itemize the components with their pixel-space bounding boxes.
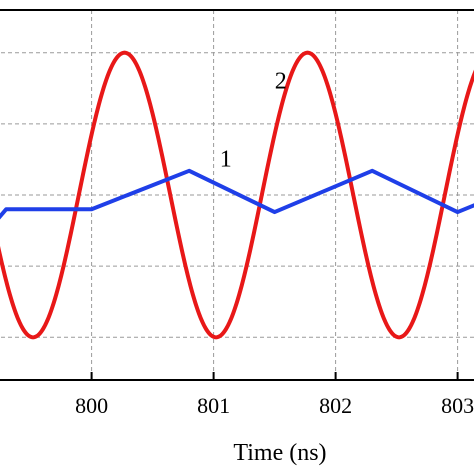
plot-frame xyxy=(0,9,474,381)
series-2-line xyxy=(0,50,474,340)
x-tick-label-0: 800 xyxy=(75,393,108,418)
series-annotation-1: 1 xyxy=(220,147,232,173)
x-tick-label-1: 801 xyxy=(197,393,230,418)
x-axis-title: Time (ns) xyxy=(233,440,326,466)
x-tick-label-2: 802 xyxy=(319,393,352,418)
series-annotation-2: 2 xyxy=(275,68,287,94)
series-layer xyxy=(0,50,474,340)
x-ticks: 800 801 802 803 xyxy=(75,372,474,418)
series-1-line xyxy=(0,168,474,220)
x-tick-label-3: 803 xyxy=(441,393,474,418)
annotations: 12 xyxy=(220,68,287,172)
